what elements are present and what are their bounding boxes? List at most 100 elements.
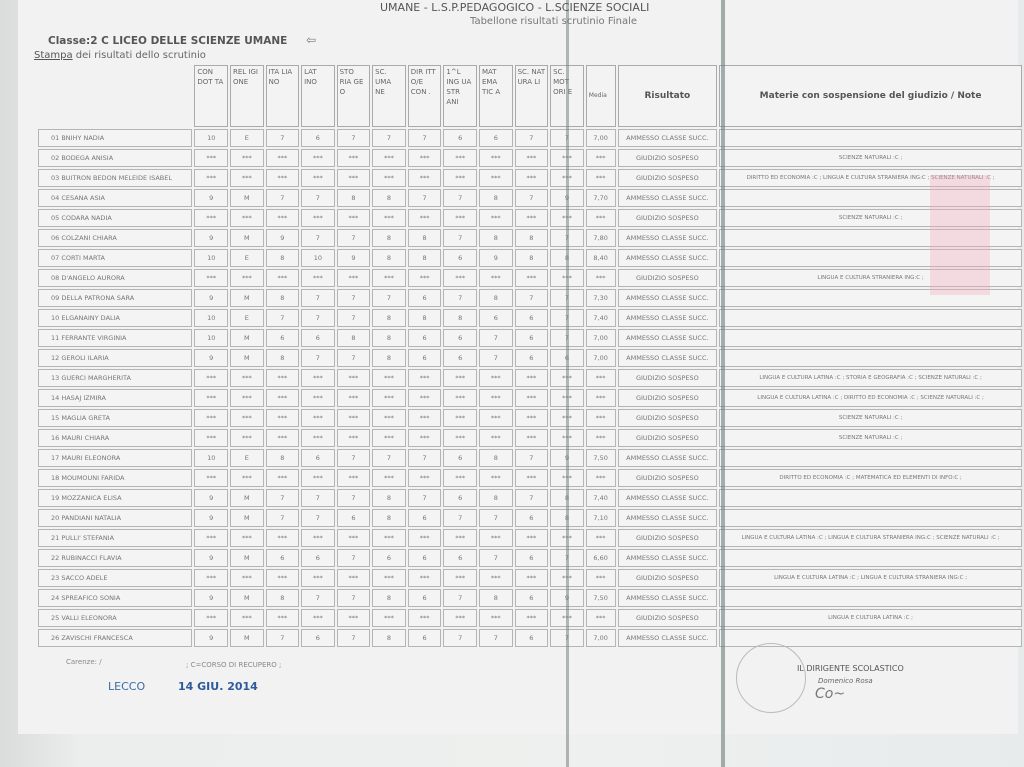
- grade-cell: ***: [514, 169, 549, 187]
- glass-edge: [566, 0, 569, 767]
- grade-cell: ***: [230, 389, 264, 407]
- grade-cell: ***: [407, 529, 442, 547]
- grade-cell: ***: [194, 269, 229, 287]
- table-header-row: CON DOT TA REL IGI ONE ITA LIA NO LAT INO ST…: [38, 65, 1022, 127]
- grade-cell: ***: [443, 529, 477, 547]
- student-name: 02 BODEGA ANISIA: [38, 149, 193, 167]
- grade-cell: ***: [301, 569, 335, 587]
- grade-cell: 10: [194, 309, 229, 327]
- media-cell: ***: [585, 469, 616, 487]
- table-row: 20 PANDIANI NATALIA9M7768677687,10AMMESS…: [38, 509, 1022, 527]
- column-header: ITA LIA NO: [265, 65, 300, 127]
- grade-cell: ***: [265, 569, 300, 587]
- grade-cell: ***: [372, 369, 406, 387]
- grade-cell: 8: [478, 449, 513, 467]
- grade-cell: ***: [230, 529, 264, 547]
- grade-cell: 8: [372, 509, 406, 527]
- grade-cell: ***: [372, 569, 406, 587]
- grade-cell: ***: [265, 409, 300, 427]
- note-cell: [719, 189, 1022, 207]
- result-cell: GIUDIZIO SOSPESO: [617, 269, 718, 287]
- grade-cell: ***: [194, 209, 229, 227]
- grade-cell: ***: [336, 389, 371, 407]
- result-cell: GIUDIZIO SOSPESO: [617, 169, 718, 187]
- glass-edge: [721, 0, 725, 767]
- back-arrow-icon[interactable]: ⇦: [306, 33, 317, 47]
- note-cell: LINGUA E CULTURA LATINA :C ; STORIA E GE…: [719, 369, 1022, 387]
- media-cell: ***: [585, 169, 616, 187]
- grade-cell: 7: [514, 129, 549, 147]
- table-row: 06 COLZANI CHIARA9M9778878877,80AMMESSO …: [38, 229, 1022, 247]
- grade-cell: ***: [372, 429, 406, 447]
- result-cell: GIUDIZIO SOSPESO: [617, 209, 718, 227]
- note-cell: [719, 549, 1022, 567]
- grade-cell: E: [230, 249, 264, 267]
- student-name: 08 D'ANGELO AURORA: [38, 269, 193, 287]
- grade-cell: ***: [478, 429, 513, 447]
- grade-cell: 8: [336, 329, 371, 347]
- grade-cell: 8: [265, 249, 300, 267]
- grade-cell: 8: [372, 229, 406, 247]
- grade-cell: ***: [443, 609, 477, 627]
- grade-cell: 9: [478, 249, 513, 267]
- note-cell: [719, 289, 1022, 307]
- grade-cell: 8: [372, 349, 406, 367]
- grade-cell: 6: [443, 129, 477, 147]
- grade-cell: 9: [194, 349, 229, 367]
- grade-cell: ***: [194, 469, 229, 487]
- grade-cell: ***: [407, 369, 442, 387]
- media-cell: ***: [585, 209, 616, 227]
- print-link[interactable]: Stampa: [34, 50, 73, 61]
- grade-cell: ***: [301, 409, 335, 427]
- student-name: 23 SACCO ADELE: [38, 569, 193, 587]
- student-name: 01 BNIHY NADIA: [38, 129, 193, 147]
- student-name: 26 ZAVISCHI FRANCESCA: [38, 629, 193, 647]
- student-name: 16 MAURI CHIARA: [38, 429, 193, 447]
- grade-cell: 7: [265, 189, 300, 207]
- grade-cell: ***: [230, 409, 264, 427]
- note-cell: [719, 489, 1022, 507]
- grade-cell: ***: [194, 409, 229, 427]
- student-name: 22 RUBINACCI FLAVIA: [38, 549, 193, 567]
- result-cell: AMMESSO CLASSE SUCC.: [617, 349, 718, 367]
- grade-cell: 7: [265, 129, 300, 147]
- header-spacer: [38, 65, 192, 127]
- result-cell: AMMESSO CLASSE SUCC.: [617, 589, 718, 607]
- grade-cell: ***: [478, 409, 513, 427]
- grade-cell: ***: [372, 409, 406, 427]
- student-name: 25 VALLI ELEONORA: [38, 609, 193, 627]
- note-cell: [719, 229, 1022, 247]
- grade-cell: 6: [478, 129, 513, 147]
- grade-cell: ***: [336, 269, 371, 287]
- grade-cell: ***: [336, 209, 371, 227]
- table-row: 10 ELGANAINY DALIA10E7778886677,40AMMESS…: [38, 309, 1022, 327]
- grade-cell: 7: [265, 509, 300, 527]
- grade-cell: ***: [301, 469, 335, 487]
- grade-cell: ***: [265, 609, 300, 627]
- grade-cell: 7: [407, 449, 442, 467]
- grade-cell: 8: [478, 489, 513, 507]
- grade-cell: ***: [478, 209, 513, 227]
- grade-cell: M: [230, 329, 264, 347]
- grade-cell: 7: [301, 589, 335, 607]
- grade-cell: ***: [443, 429, 477, 447]
- grade-cell: ***: [336, 469, 371, 487]
- grade-cell: 7: [336, 309, 371, 327]
- column-header: MAT EMA TIC A: [478, 65, 513, 127]
- note-cell: SCIENZE NATURALI :C ;: [719, 429, 1022, 447]
- media-cell: ***: [585, 269, 616, 287]
- page-title: Classe:2 C LICEO DELLE SCIENZE UMANE: [48, 35, 288, 47]
- media-cell: ***: [585, 529, 616, 547]
- result-cell: AMMESSO CLASSE SUCC.: [617, 229, 718, 247]
- note-cell: [719, 249, 1022, 267]
- note-cell: [719, 589, 1022, 607]
- grade-cell: ***: [372, 169, 406, 187]
- grade-cell: ***: [301, 529, 335, 547]
- grade-cell: 6: [478, 309, 513, 327]
- grade-cell: ***: [230, 429, 264, 447]
- subtitle: Tabellone risultati scrutinio Finale: [470, 16, 638, 27]
- table-row: 05 CODARA NADIA *** *** *** *** *** *** *** *** *…: [38, 209, 1022, 227]
- grade-cell: 6: [372, 549, 406, 567]
- grade-cell: 7: [301, 349, 335, 367]
- student-name: 06 COLZANI CHIARA: [38, 229, 193, 247]
